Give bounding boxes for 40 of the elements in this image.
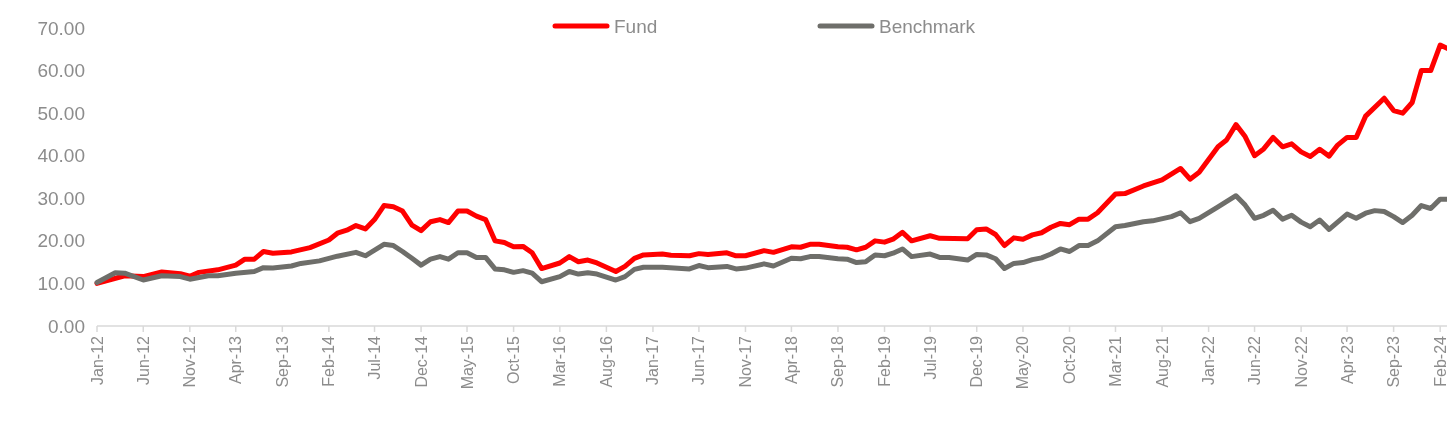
- x-tick-label: Oct-20: [1061, 335, 1079, 385]
- y-tick-label: 30.00: [37, 187, 85, 209]
- x-tick-label: Mar-21: [1106, 335, 1124, 387]
- x-tick-label: Feb-19: [876, 335, 894, 387]
- x-tick-label: Feb-24: [1431, 335, 1447, 387]
- x-tick-label: Oct-15: [505, 335, 523, 385]
- x-tick-label: Jun-17: [690, 335, 708, 385]
- legend-label: Fund: [614, 15, 658, 37]
- x-tick-label: Jul-19: [921, 335, 939, 380]
- x-tick-label: Jan-22: [1200, 335, 1218, 385]
- y-tick-label: 40.00: [37, 145, 85, 167]
- x-tick-label: Jul-14: [366, 335, 384, 380]
- x-tick-label: Sep-18: [829, 335, 847, 388]
- y-tick-label: 70.00: [37, 17, 85, 39]
- y-tick-label: 10.00: [37, 272, 85, 294]
- x-tick-label: Feb-14: [320, 335, 338, 387]
- x-tick-label: Jun-22: [1246, 335, 1264, 385]
- x-tick-label: Mar-16: [551, 335, 569, 387]
- x-tick-label: Nov-17: [736, 335, 754, 388]
- x-tick-label: Dec-14: [412, 335, 430, 388]
- x-tick-label: May-20: [1014, 335, 1032, 390]
- legend-label: Benchmark: [879, 15, 976, 37]
- x-tick-label: Apr-13: [227, 335, 245, 385]
- y-tick-label: 20.00: [37, 230, 85, 252]
- y-tick-label: 60.00: [37, 60, 85, 82]
- x-tick-label: Aug-16: [597, 335, 615, 388]
- x-tick-label: Nov-22: [1292, 335, 1310, 388]
- x-tick-label: Apr-18: [782, 335, 800, 385]
- x-tick-label: Dec-19: [968, 335, 986, 388]
- x-tick-label: Apr-23: [1338, 335, 1356, 385]
- x-tick-label: Aug-21: [1153, 335, 1171, 388]
- x-tick-label: Jun-12: [134, 335, 152, 385]
- x-tick-label: May-15: [458, 335, 476, 390]
- x-tick-label: Sep-23: [1385, 335, 1403, 388]
- x-tick-label: Jan-17: [644, 335, 662, 385]
- y-tick-label: 50.00: [37, 102, 85, 124]
- x-tick-label: Nov-12: [181, 335, 199, 388]
- y-tick-label: 0.00: [48, 315, 85, 337]
- x-tick-label: Jan-12: [88, 335, 106, 385]
- x-tick-label: Sep-13: [273, 335, 291, 388]
